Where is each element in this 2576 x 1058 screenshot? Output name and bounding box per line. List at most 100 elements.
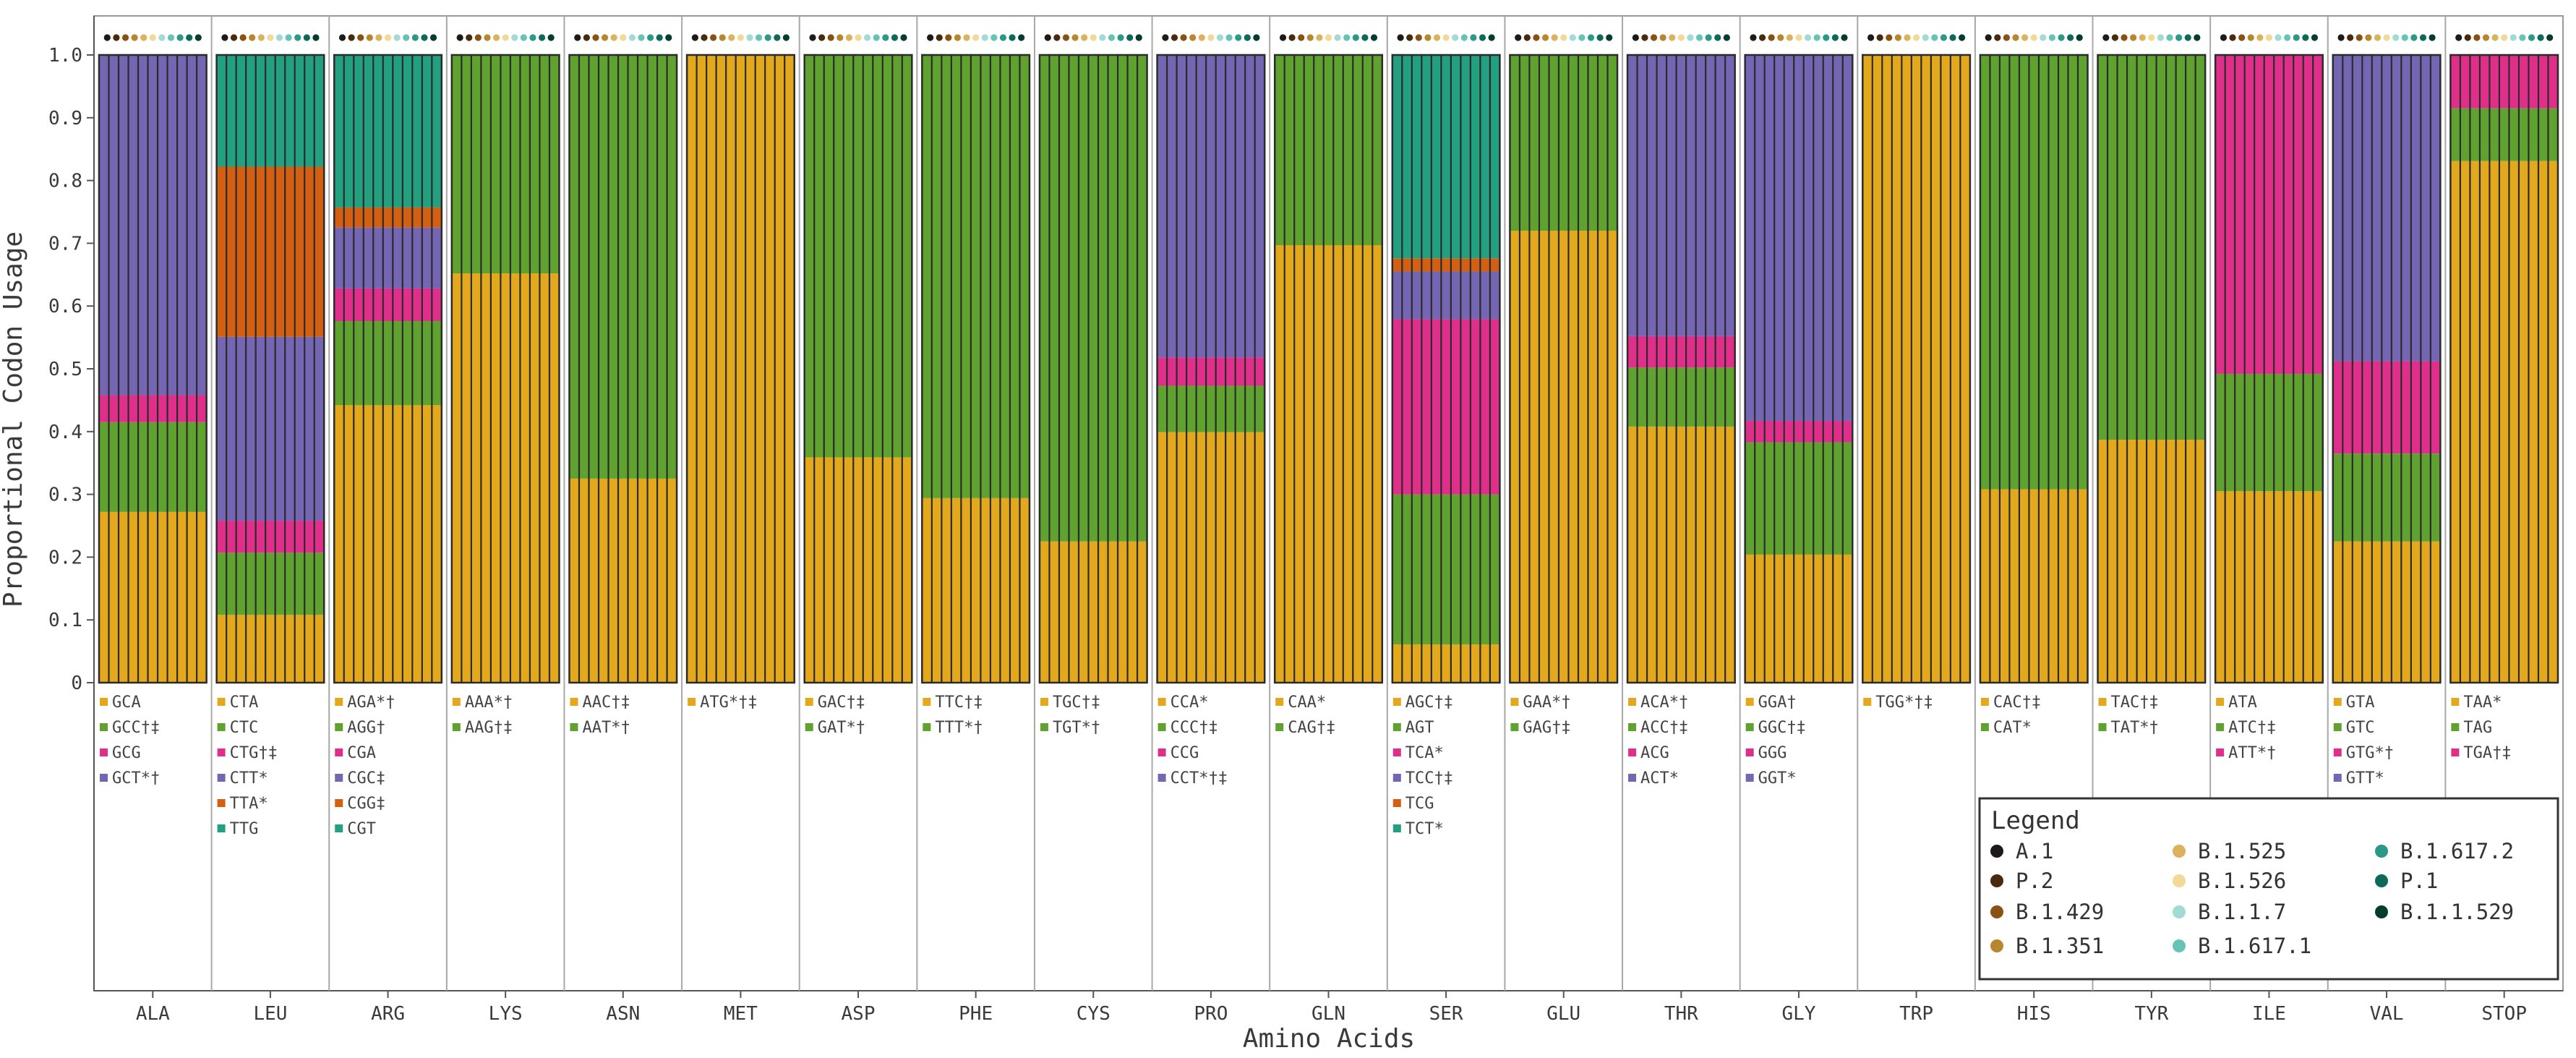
variant-dot — [764, 34, 771, 41]
bar-segment-acg — [1627, 336, 1735, 368]
panel-lys: AAA*† AAG†‡ LYS — [445, 16, 560, 1025]
bar-segment-acc — [1627, 367, 1735, 427]
plot-area: 00.10.20.30.40.50.60.70.80.91.0GCAGCC†‡G… — [48, 15, 2564, 1025]
variant-dot — [338, 34, 346, 41]
variant-dot — [121, 34, 129, 41]
bar-segment-gaa — [1510, 231, 1618, 683]
legend-marker — [2173, 845, 2186, 858]
panel-thr: ACA*† ACC†‡ ACG ACT* THR — [1622, 16, 1736, 1025]
variant-dot — [1959, 34, 1966, 41]
variant-dot — [1876, 34, 1883, 41]
variant-dot — [1931, 34, 1938, 41]
variant-dot — [2419, 34, 2427, 41]
variant-dot — [538, 34, 546, 41]
x-tick-label: PRO — [1194, 1003, 1228, 1025]
variant-dot — [384, 34, 392, 41]
x-tick-label: ASP — [842, 1003, 876, 1025]
codon-key-label: ACG — [1640, 744, 1669, 762]
legend-marker — [1990, 845, 2003, 858]
variant-dot — [484, 34, 491, 41]
variant-dot — [1569, 34, 1576, 41]
codon-key-label: TTG — [230, 820, 259, 838]
variant-dot — [411, 34, 419, 41]
x-tick-label: TRP — [1899, 1003, 1933, 1025]
codon-key-label: CGT — [347, 820, 376, 838]
codon-key-swatch — [923, 723, 931, 731]
x-tick-label: HIS — [2017, 1003, 2051, 1025]
variant-dot — [628, 34, 636, 41]
codon-key-swatch — [335, 824, 343, 832]
codon-key-label: TGG*†‡ — [1875, 694, 1933, 712]
bar-segment-tgt — [1039, 55, 1147, 542]
variant-dot — [1515, 34, 1522, 41]
variant-dot — [2365, 34, 2372, 41]
codon-key-label: TAA* — [2463, 694, 2502, 712]
y-tick-label: 0.5 — [48, 359, 82, 380]
variant-dot — [1541, 34, 1549, 41]
x-tick-label: ARG — [371, 1003, 405, 1025]
bar-segment-gcc — [99, 422, 207, 512]
variant-dot — [864, 34, 871, 41]
bar-segment-aga — [334, 405, 442, 683]
bar-segment-tcc — [1392, 271, 1500, 320]
variant-dot — [1044, 34, 1051, 41]
variant-dot — [131, 34, 138, 41]
bar-segment-ctg — [216, 521, 325, 553]
variant-dot — [1488, 34, 1495, 41]
variant-dot — [927, 34, 934, 41]
codon-key-swatch — [1392, 774, 1401, 782]
y-tick-label: 0.7 — [48, 233, 82, 255]
codon-key-label: CGG‡ — [347, 795, 385, 813]
codon-key-label: TCC†‡ — [1405, 769, 1453, 788]
codon-key-label: ATC†‡ — [2228, 719, 2276, 737]
variant-dot — [2111, 34, 2119, 41]
y-axis-title: Proportional Codon Usage — [0, 231, 28, 607]
codon-key-label: GCA — [112, 694, 141, 712]
variant-dot — [1334, 34, 1341, 41]
x-tick-label: ILE — [2252, 1003, 2286, 1025]
variant-dot — [701, 34, 708, 41]
variant-dot — [818, 34, 826, 41]
variant-dot — [2383, 34, 2390, 41]
legend-item-label: B.1.526 — [2198, 869, 2286, 893]
variant-dot — [257, 34, 265, 41]
variant-dot — [1415, 34, 1422, 41]
variant-dot — [2048, 34, 2056, 41]
codon-key-swatch — [2333, 748, 2342, 756]
legend-marker — [2173, 905, 2186, 918]
codon-key-label: GAC†‡ — [818, 694, 865, 712]
variant-dot — [1551, 34, 1558, 41]
bar-segment-cgg — [334, 207, 442, 228]
codon-key-swatch — [1745, 723, 1754, 731]
codon-key-swatch — [1040, 723, 1048, 731]
variant-dot — [547, 34, 555, 41]
bar-outline — [215, 54, 325, 684]
codon-key-swatch — [1275, 698, 1284, 706]
variant-dot — [285, 34, 292, 41]
variant-dot — [782, 34, 790, 41]
variant-dot — [492, 34, 500, 41]
variant-dot — [1397, 34, 1404, 41]
legend-marker — [1990, 939, 2003, 952]
y-tick-label: 0.1 — [48, 610, 82, 631]
codon-key-label: ATT*† — [2228, 744, 2276, 762]
variant-dot — [620, 34, 627, 41]
variant-dot — [1460, 34, 1468, 41]
codon-key-swatch — [2333, 698, 2342, 706]
variant-dot — [1777, 34, 1784, 41]
variant-dot — [249, 34, 256, 41]
variant-dot — [1009, 34, 1016, 41]
codon-key-label: AGT — [1405, 719, 1434, 737]
variant-dot — [2040, 34, 2047, 41]
variant-dot — [239, 34, 247, 41]
codon-key-label: TAT*† — [2111, 719, 2159, 737]
y-tick-label: 0 — [71, 673, 82, 694]
variant-dot — [1750, 34, 1757, 41]
bar-segment-ctc — [216, 553, 325, 615]
variant-dot — [149, 34, 156, 41]
variant-dot — [1768, 34, 1775, 41]
bar-segment-taa — [2450, 161, 2558, 683]
variant-dot — [1081, 34, 1088, 41]
codon-key-label: GTC — [2346, 719, 2375, 737]
variant-dot — [610, 34, 617, 41]
